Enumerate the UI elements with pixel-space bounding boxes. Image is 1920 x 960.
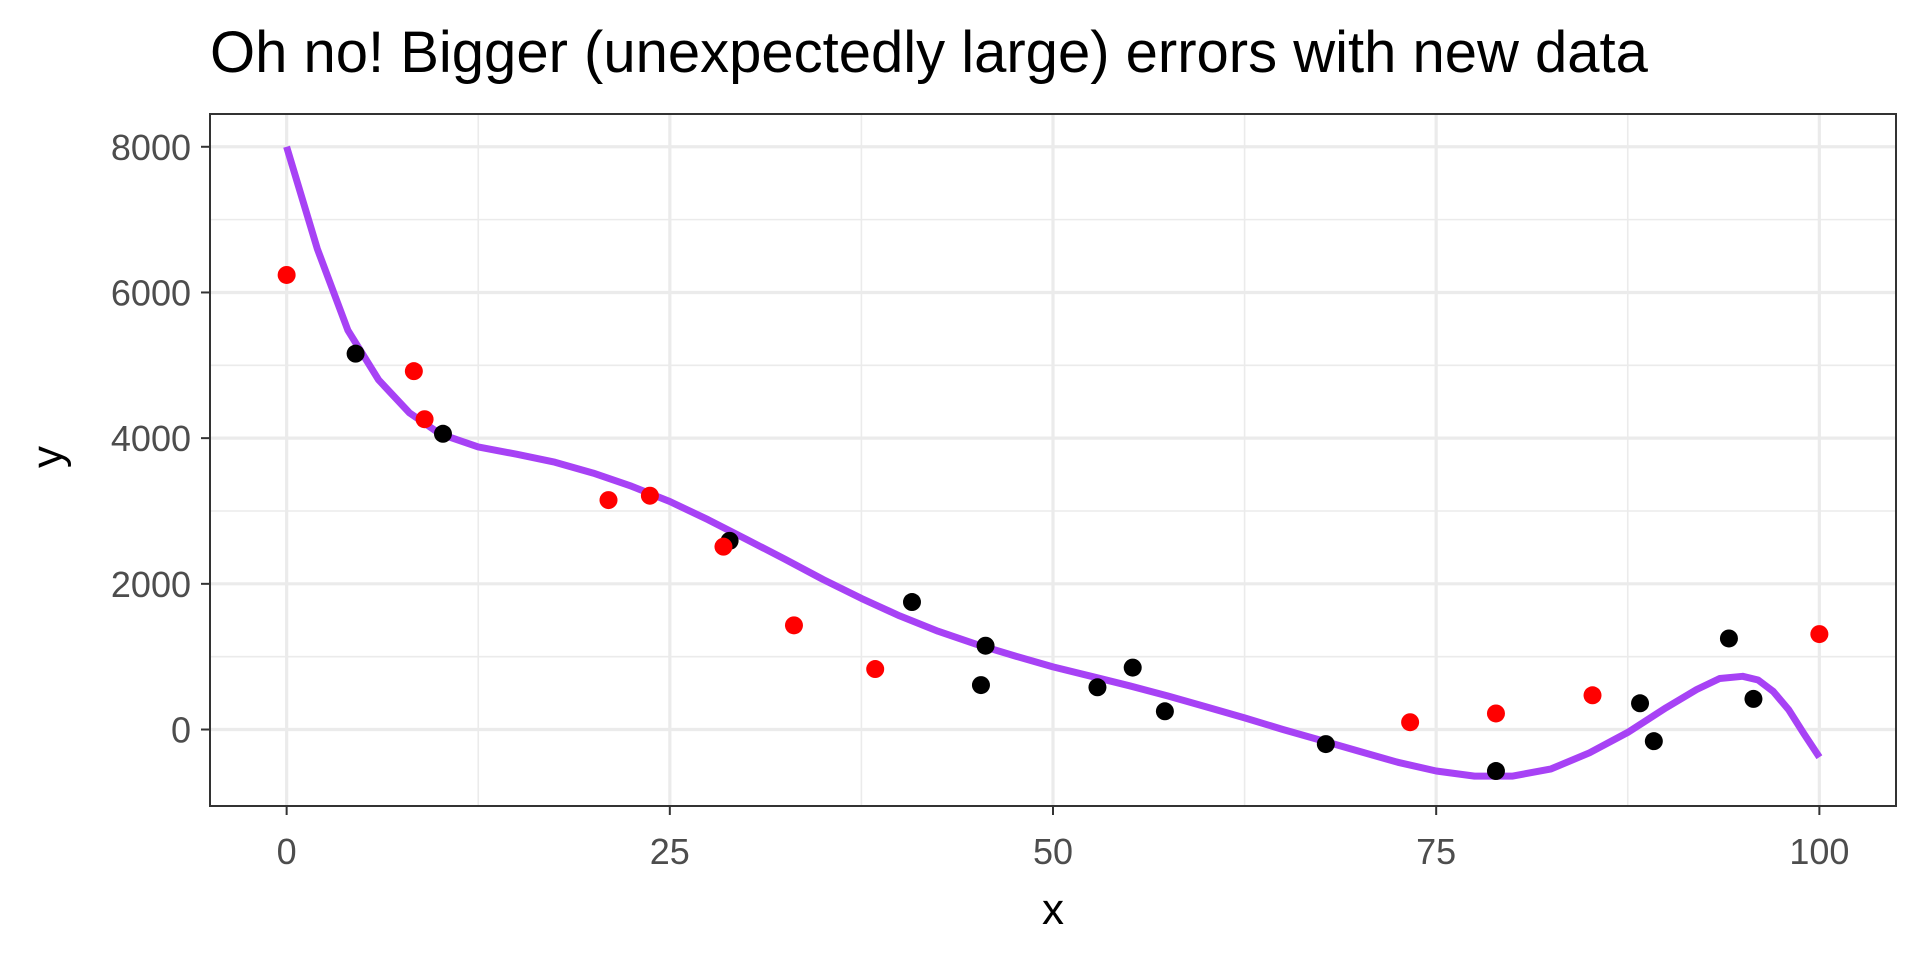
x-tick-label: 75 xyxy=(1416,831,1456,872)
x-tick-label: 100 xyxy=(1789,831,1849,872)
data-point xyxy=(866,660,885,679)
data-point xyxy=(1486,704,1505,723)
data-point xyxy=(1644,732,1663,751)
data-point xyxy=(714,537,733,556)
x-tick-label: 50 xyxy=(1033,831,1073,872)
data-point xyxy=(277,265,296,284)
x-tick-label: 25 xyxy=(650,831,690,872)
series-layer xyxy=(277,145,1829,781)
data-point xyxy=(784,616,803,635)
data-point xyxy=(976,636,995,655)
data-point xyxy=(971,676,990,695)
data-point xyxy=(599,491,618,510)
chart-title: Oh no! Bigger (unexpectedly large) error… xyxy=(210,20,1649,85)
data-point xyxy=(433,424,452,443)
axes: 0 25 50 75 100 0 2000 4000 6000 8000 xyxy=(111,127,1849,872)
data-point xyxy=(1719,629,1738,648)
fit-curve xyxy=(283,145,1823,780)
y-tick-label: 6000 xyxy=(111,272,191,313)
grid xyxy=(210,114,1896,806)
y-tick-label: 2000 xyxy=(111,564,191,605)
y-tick-label: 4000 xyxy=(111,418,191,459)
data-point xyxy=(415,410,434,429)
data-point xyxy=(1583,686,1602,705)
data-point xyxy=(902,593,921,612)
data-point xyxy=(1744,689,1763,708)
y-tick-label: 0 xyxy=(171,710,191,751)
data-point xyxy=(346,344,365,363)
data-point xyxy=(1316,735,1335,754)
data-point xyxy=(1810,625,1829,644)
data-point xyxy=(640,486,659,505)
data-point xyxy=(1486,762,1505,781)
y-tick-label: 8000 xyxy=(111,127,191,168)
data-point xyxy=(1088,678,1107,697)
data-point xyxy=(404,362,423,381)
x-tick-label: 0 xyxy=(277,831,297,872)
y-axis-title: y xyxy=(23,446,72,468)
x-axis-title: x xyxy=(1042,885,1064,934)
data-point xyxy=(1123,658,1142,677)
data-point xyxy=(1401,713,1420,732)
data-point xyxy=(1155,702,1174,721)
data-point xyxy=(1631,694,1650,713)
